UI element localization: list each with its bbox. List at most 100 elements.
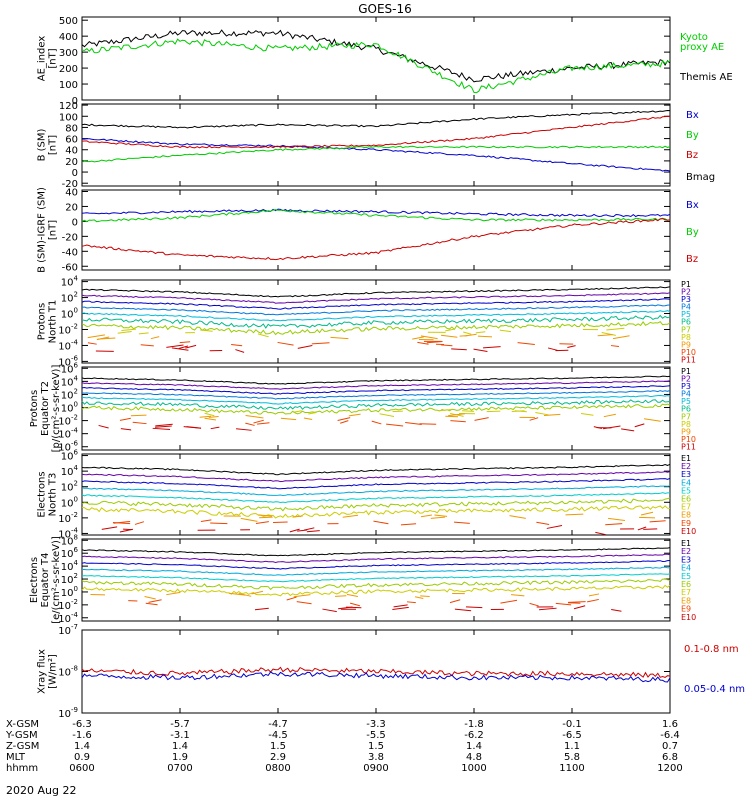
legend-entry: E10 bbox=[681, 527, 696, 536]
series-line bbox=[82, 566, 671, 576]
series-segment bbox=[179, 341, 191, 344]
series-segment bbox=[121, 328, 137, 331]
series-segment bbox=[405, 421, 422, 426]
axis-row-label: MLT bbox=[6, 752, 26, 763]
series-segment bbox=[87, 342, 97, 345]
legend-entry: E10 bbox=[681, 613, 696, 622]
axis-row-value: -6.3 bbox=[72, 719, 92, 730]
series-segment bbox=[477, 335, 493, 338]
y-axis-label: North T1 bbox=[48, 300, 59, 344]
y-tick-label: 120 bbox=[59, 101, 78, 112]
series-line bbox=[81, 314, 671, 329]
axis-row-value: 1.9 bbox=[172, 752, 188, 763]
series-line bbox=[81, 286, 671, 298]
series-line bbox=[81, 492, 670, 504]
series-line bbox=[81, 380, 671, 390]
series-segment bbox=[420, 514, 432, 518]
series-segment bbox=[451, 348, 467, 351]
series-segment bbox=[610, 345, 620, 347]
axis-row-value: -5.5 bbox=[366, 730, 386, 741]
series-segment bbox=[97, 337, 116, 340]
series-line bbox=[81, 115, 671, 149]
axis-row-value: -4.5 bbox=[268, 730, 288, 741]
series-segment bbox=[253, 419, 264, 424]
series-line bbox=[81, 389, 671, 400]
series-segment bbox=[185, 344, 197, 349]
axis-row-value: -0.1 bbox=[562, 719, 582, 730]
series-segment bbox=[306, 530, 320, 533]
series-segment bbox=[120, 428, 132, 431]
y-tick-label: 300 bbox=[59, 48, 78, 59]
series-line bbox=[81, 394, 671, 405]
series-segment bbox=[517, 342, 535, 345]
legend-entry: E7 bbox=[681, 503, 691, 512]
series-segment bbox=[297, 344, 313, 349]
axis-rows: X-GSM -6.3 -5.7 -4.7 -3.3 -1.8 -0.1 1.6 Y-GSM -1.… bbox=[5, 719, 683, 774]
series-segment bbox=[417, 341, 429, 345]
legend-entry: P4 bbox=[681, 303, 691, 312]
series-segment bbox=[150, 336, 160, 340]
series-segment bbox=[420, 595, 430, 597]
series-segment bbox=[171, 347, 189, 351]
series-segment bbox=[567, 602, 581, 604]
y-tick-label: 200 bbox=[59, 64, 78, 75]
series-segment bbox=[335, 595, 347, 597]
legend-entry: E5 bbox=[681, 572, 691, 581]
series-line bbox=[81, 29, 671, 83]
legend-entry: E5 bbox=[681, 486, 691, 495]
legend-entry: P10 bbox=[681, 435, 696, 444]
y-axis-label: Equator T4 bbox=[40, 553, 51, 608]
series-segment bbox=[289, 528, 300, 533]
series-segment bbox=[210, 522, 228, 525]
series-segment bbox=[166, 591, 181, 596]
series-segment bbox=[199, 415, 212, 418]
series-line bbox=[81, 471, 671, 483]
series-line bbox=[81, 292, 671, 304]
series-segment bbox=[462, 410, 475, 412]
series-segment bbox=[297, 529, 308, 532]
legend-entry: Kyoto bbox=[680, 32, 708, 43]
series-segment bbox=[208, 415, 219, 418]
series-segment bbox=[130, 414, 147, 417]
series-segment bbox=[259, 516, 273, 519]
axis-row-value: 5.8 bbox=[564, 752, 580, 763]
y-tick-label: -40 bbox=[62, 247, 78, 258]
legend-entry: P6 bbox=[681, 405, 691, 414]
series-segment bbox=[134, 521, 145, 525]
legend-entry: Bx bbox=[686, 200, 699, 211]
legend-entry: Bz bbox=[686, 254, 698, 265]
legend-entry: P3 bbox=[681, 295, 691, 304]
series-segment bbox=[430, 516, 445, 519]
series-line bbox=[81, 578, 671, 591]
series-segment bbox=[445, 328, 455, 332]
axis-row-value: 1.6 bbox=[662, 719, 678, 730]
series-line bbox=[81, 298, 671, 310]
legend-entry: P8 bbox=[681, 333, 691, 342]
series-segment bbox=[611, 609, 622, 612]
legend-entry: E6 bbox=[681, 580, 691, 589]
series-segment bbox=[434, 514, 448, 517]
axis-row-value: 1.5 bbox=[368, 741, 384, 752]
series-line bbox=[81, 208, 671, 218]
axis-row-value: -1.8 bbox=[464, 719, 484, 730]
series-segment bbox=[511, 594, 525, 597]
series-line bbox=[81, 321, 671, 336]
series-segment bbox=[204, 412, 215, 417]
series-segment bbox=[634, 423, 645, 428]
series-line bbox=[81, 573, 671, 583]
legend-entry: E4 bbox=[681, 564, 691, 573]
series-segment bbox=[419, 423, 437, 425]
series-segment bbox=[245, 414, 264, 419]
series-line bbox=[81, 310, 671, 322]
axis-row-value: 1.5 bbox=[270, 741, 286, 752]
legend-entry: P9 bbox=[681, 427, 691, 436]
legend-entry: P5 bbox=[681, 397, 691, 406]
legend-entry: E3 bbox=[681, 555, 691, 564]
axis-row-value: -6.5 bbox=[562, 730, 582, 741]
series-segment bbox=[254, 607, 269, 611]
axis-row-label: hhmm bbox=[6, 763, 38, 774]
legend-entry: Bx bbox=[686, 110, 699, 121]
series-segment bbox=[140, 344, 154, 347]
